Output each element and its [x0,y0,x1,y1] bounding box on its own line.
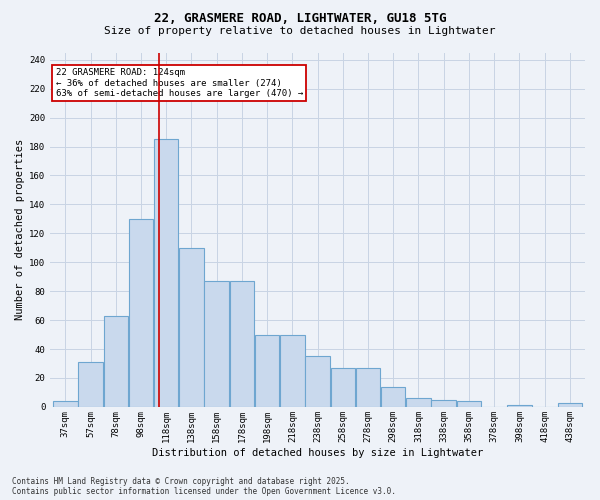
Bar [381,386,406,407]
Bar [78,362,103,407]
Bar [431,400,456,407]
Bar [356,368,380,407]
Bar [154,140,178,407]
Text: Contains HM Land Registry data © Crown copyright and database right 2025.
Contai: Contains HM Land Registry data © Crown c… [12,476,396,496]
Bar [457,401,481,407]
Y-axis label: Number of detached properties: Number of detached properties [15,139,25,320]
Bar [53,401,77,407]
Bar [280,334,305,407]
Text: 22 GRASMERE ROAD: 124sqm
← 36% of detached houses are smaller (274)
63% of semi-: 22 GRASMERE ROAD: 124sqm ← 36% of detach… [56,68,303,98]
X-axis label: Distribution of detached houses by size in Lightwater: Distribution of detached houses by size … [152,448,483,458]
Bar [406,398,431,407]
Bar [230,281,254,407]
Bar [104,316,128,407]
Bar [507,406,532,407]
Bar [557,402,582,407]
Text: 22, GRASMERE ROAD, LIGHTWATER, GU18 5TG: 22, GRASMERE ROAD, LIGHTWATER, GU18 5TG [154,12,446,26]
Bar [255,334,280,407]
Bar [331,368,355,407]
Bar [129,219,153,407]
Bar [305,356,330,407]
Bar [205,281,229,407]
Bar [179,248,203,407]
Text: Size of property relative to detached houses in Lightwater: Size of property relative to detached ho… [104,26,496,36]
